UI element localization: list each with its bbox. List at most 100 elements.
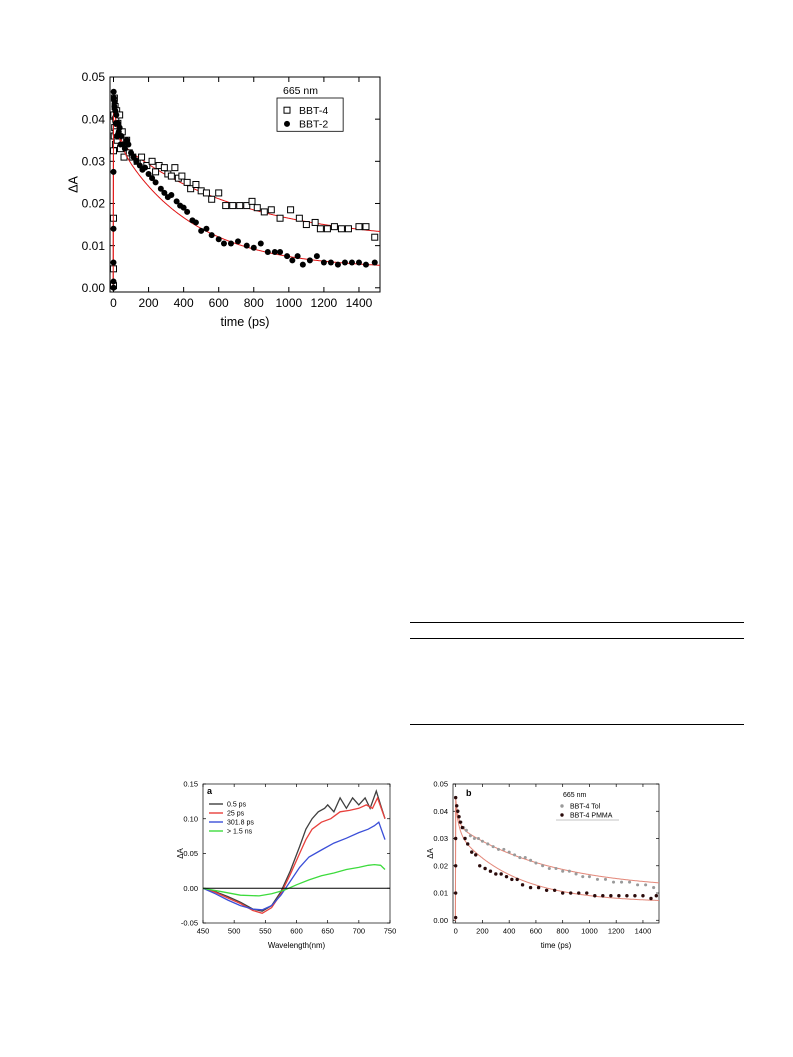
data-point: [111, 99, 118, 106]
data-point: [355, 259, 362, 266]
data-point: [316, 225, 324, 233]
data-point: [110, 168, 117, 175]
x-tick-label: 200: [476, 927, 489, 936]
legend-title: 665 nm: [283, 85, 318, 97]
data-point: [313, 253, 320, 260]
data-point: [173, 198, 180, 205]
data-point: [243, 202, 251, 210]
data-point: [180, 204, 187, 211]
data-point: [547, 866, 551, 871]
x-tick-label: 400: [174, 296, 194, 310]
data-point: [138, 153, 146, 161]
plot-content: [453, 795, 659, 921]
data-point: [513, 853, 517, 857]
panel-a-plot-area: 450 500 550 600 650 700 750 -0.05 0.00 0.05 0.10 0.…: [176, 780, 397, 950]
y-tick-label: 0.15: [183, 780, 198, 789]
main-chart: 0 200 400 600 800 1000 1200 1400 0.00 0.01 0.02 0.0…: [67, 70, 381, 329]
data-point: [649, 896, 653, 901]
data-point: [641, 894, 645, 898]
data-point: [620, 880, 624, 884]
data-point: [502, 847, 506, 851]
data-point: [529, 858, 533, 862]
data-point: [160, 164, 168, 172]
data-point: [601, 894, 605, 898]
data-point: [289, 257, 296, 264]
data-point: [534, 861, 538, 865]
x-tick-label: 700: [353, 927, 366, 936]
data-point: [277, 248, 284, 255]
legend-label: BBT-4 Tol: [570, 804, 601, 811]
data-point: [478, 864, 482, 868]
legend-label: BBT-4: [299, 105, 328, 117]
x-tick-label: 1200: [311, 296, 338, 310]
data-point: [499, 872, 503, 876]
data-point: [110, 225, 117, 232]
data-point: [453, 864, 458, 868]
data-point: [520, 883, 525, 887]
data-point: [585, 891, 589, 895]
data-point: [348, 259, 355, 266]
y-tick-label: 0.01: [433, 889, 448, 898]
legend-marker: [560, 804, 564, 808]
data-point: [236, 202, 244, 210]
data-point: [581, 875, 585, 879]
plot-frame: [452, 783, 660, 924]
data-point: [567, 869, 571, 873]
data-point: [167, 172, 175, 180]
data-point: [192, 181, 200, 188]
y-tick-label: 0.05: [183, 849, 198, 858]
data-point: [611, 880, 616, 884]
data-point: [362, 261, 369, 268]
data-point: [515, 877, 519, 882]
data-point: [208, 232, 215, 239]
legend-marker: [283, 106, 291, 114]
x-axis-label: Wavelength(nm): [268, 941, 326, 950]
data-point: [234, 238, 241, 245]
data-point: [121, 145, 128, 152]
fit-curve: [454, 804, 659, 921]
x-tick-label: 800: [556, 927, 569, 936]
x-tick-label: 500: [228, 927, 241, 936]
table-top-rule: [410, 622, 744, 623]
data-point: [260, 208, 268, 216]
data-point: [248, 197, 256, 205]
data-point: [453, 795, 458, 800]
y-tick-label: 0.04: [433, 807, 448, 816]
data-point: [323, 225, 331, 233]
x-tick-label: 600: [209, 296, 229, 310]
data-point: [595, 877, 599, 881]
data-point: [161, 189, 168, 196]
legend-label: BBT-2: [299, 119, 328, 131]
data-point: [271, 248, 278, 255]
data-point: [625, 894, 629, 898]
data-point: [362, 223, 370, 231]
data-point: [458, 820, 463, 824]
data-point: [577, 891, 581, 895]
y-tick-label: 0.00: [82, 281, 106, 295]
x-tick-label: 0: [110, 296, 117, 310]
data-point: [294, 253, 301, 260]
data-point: [455, 804, 459, 808]
x-tick-label: 550: [259, 927, 272, 936]
legend-label: > 1.5 ns: [227, 829, 253, 836]
data-point: [552, 888, 557, 892]
data-point: [142, 164, 149, 171]
data-point: [110, 278, 117, 285]
y-axis-label: ΔA: [176, 848, 185, 859]
series-line: [203, 821, 386, 911]
data-point: [276, 214, 284, 222]
panel-label: b: [466, 788, 472, 798]
data-point: [371, 259, 378, 266]
data-point: [222, 202, 230, 210]
data-point: [220, 240, 227, 247]
plot-frame: [109, 76, 381, 293]
y-tick-label: 0.10: [183, 814, 198, 823]
y-tick-label: 0.00: [183, 884, 198, 893]
y-axis-label: ΔA: [67, 175, 81, 192]
data-point: [636, 883, 640, 887]
data-point: [157, 185, 164, 192]
data-point: [178, 172, 186, 180]
data-point: [480, 839, 484, 843]
x-tick-label: 1400: [346, 296, 373, 310]
y-tick-label: -0.05: [181, 919, 198, 928]
